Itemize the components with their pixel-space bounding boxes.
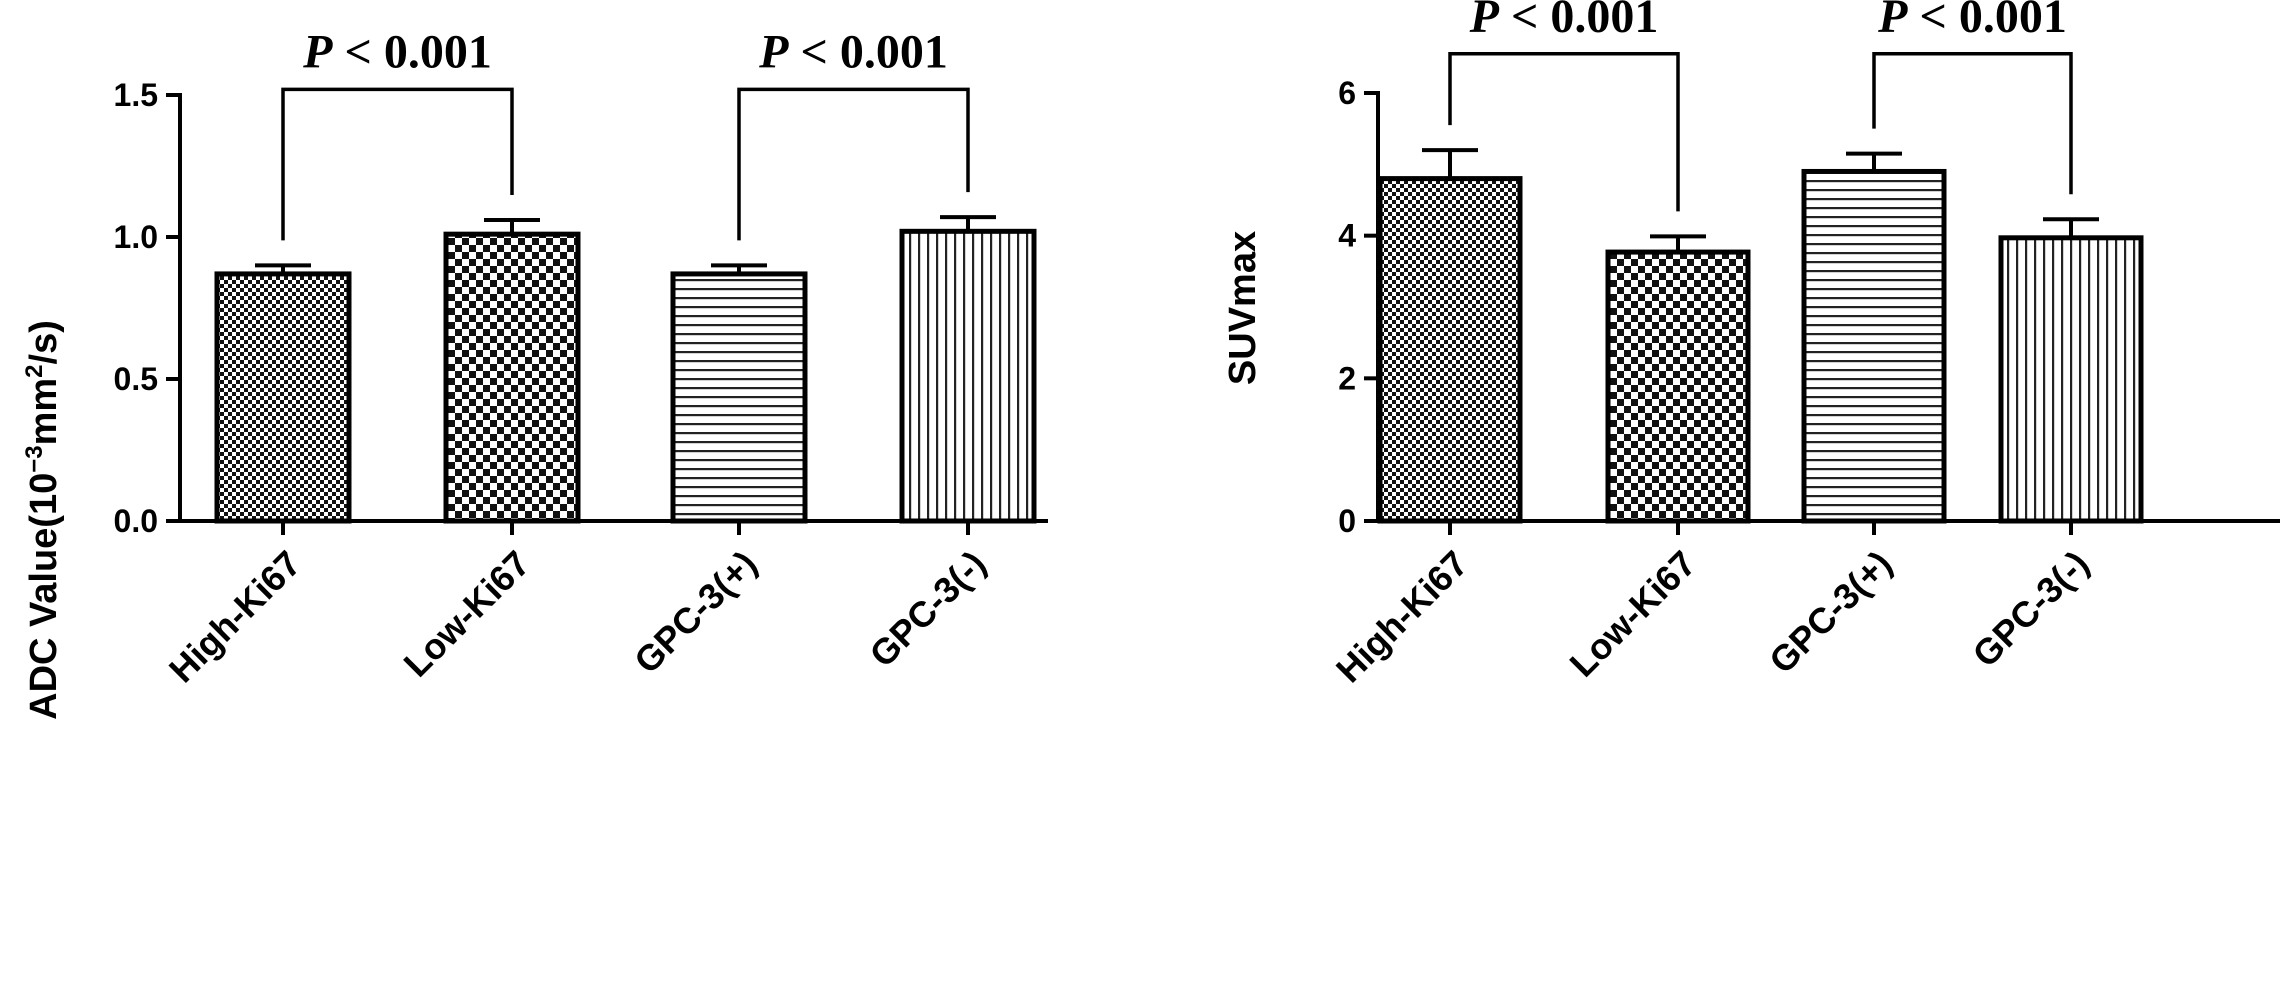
labels-layer: High-Ki67 Low-Ki67 GPC-3(+) GPC-3(-): [161, 543, 994, 691]
chart-panel-adc: ADC Value(10−3mm2/s) P < 0.001 P < 0.001 …: [21, 25, 1048, 720]
bar: [1998, 235, 2144, 524]
y-tick-label: 1.5: [114, 77, 158, 113]
category-label: GPC-3(-): [1964, 543, 2096, 675]
y-tick-label: 1.0: [114, 219, 158, 255]
significance-label: P < 0.001: [758, 25, 948, 78]
category-label: Low-Ki67: [1562, 543, 1704, 685]
chart-panel-suvmax: SUVmax P < 0.001 P < 0.001 0 2 4 6 High-Ki67…: [1222, 0, 2280, 690]
category-label: GPC-3(+): [626, 543, 765, 682]
y-tick-label: 4: [1338, 218, 1356, 254]
y-tick-label: 0: [1338, 503, 1356, 539]
significance-layer: P < 0.001 P < 0.001: [1448, 0, 2073, 212]
significance-label: P < 0.001: [1469, 0, 1659, 43]
bar: [214, 271, 352, 524]
labels-layer: High-Ki67 Low-Ki67 GPC-3(+) GPC-3(-): [1328, 543, 2097, 691]
y-axis-title: SUVmax: [1222, 231, 1264, 385]
category-label: GPC-3(-): [861, 543, 993, 675]
bars-layer: [1377, 148, 2144, 524]
axes-layer: 0 2 4 6: [1338, 75, 2280, 539]
y-tick-label: 2: [1338, 360, 1356, 396]
y-tick-label: 0.0: [114, 503, 158, 539]
category-label: High-Ki67: [1328, 543, 1476, 691]
bar: [1801, 168, 1947, 524]
significance-layer: P < 0.001 P < 0.001: [281, 25, 970, 241]
y-tick-label: 0.5: [114, 361, 158, 397]
significance-bracket: [1872, 52, 2073, 195]
significance-bracket: [737, 87, 970, 241]
bars-layer: [214, 215, 1037, 524]
significance-bracket: [281, 87, 514, 241]
category-label: GPC-3(+): [1761, 543, 1900, 682]
significance-label: P < 0.001: [302, 25, 492, 78]
bar: [670, 271, 808, 524]
significance-bracket: [1448, 52, 1680, 212]
bar: [899, 228, 1037, 524]
axes-layer: 0.0 0.5 1.0 1.5: [114, 77, 1048, 539]
y-axis-title: ADC Value(10−3mm2/s): [21, 320, 65, 720]
category-label: High-Ki67: [161, 543, 309, 691]
category-label: Low-Ki67: [396, 543, 538, 685]
bar: [1605, 249, 1751, 524]
bar: [1377, 176, 1523, 524]
bar: [443, 231, 581, 524]
significance-label: P < 0.001: [1877, 0, 2067, 43]
y-tick-label: 6: [1338, 75, 1356, 111]
